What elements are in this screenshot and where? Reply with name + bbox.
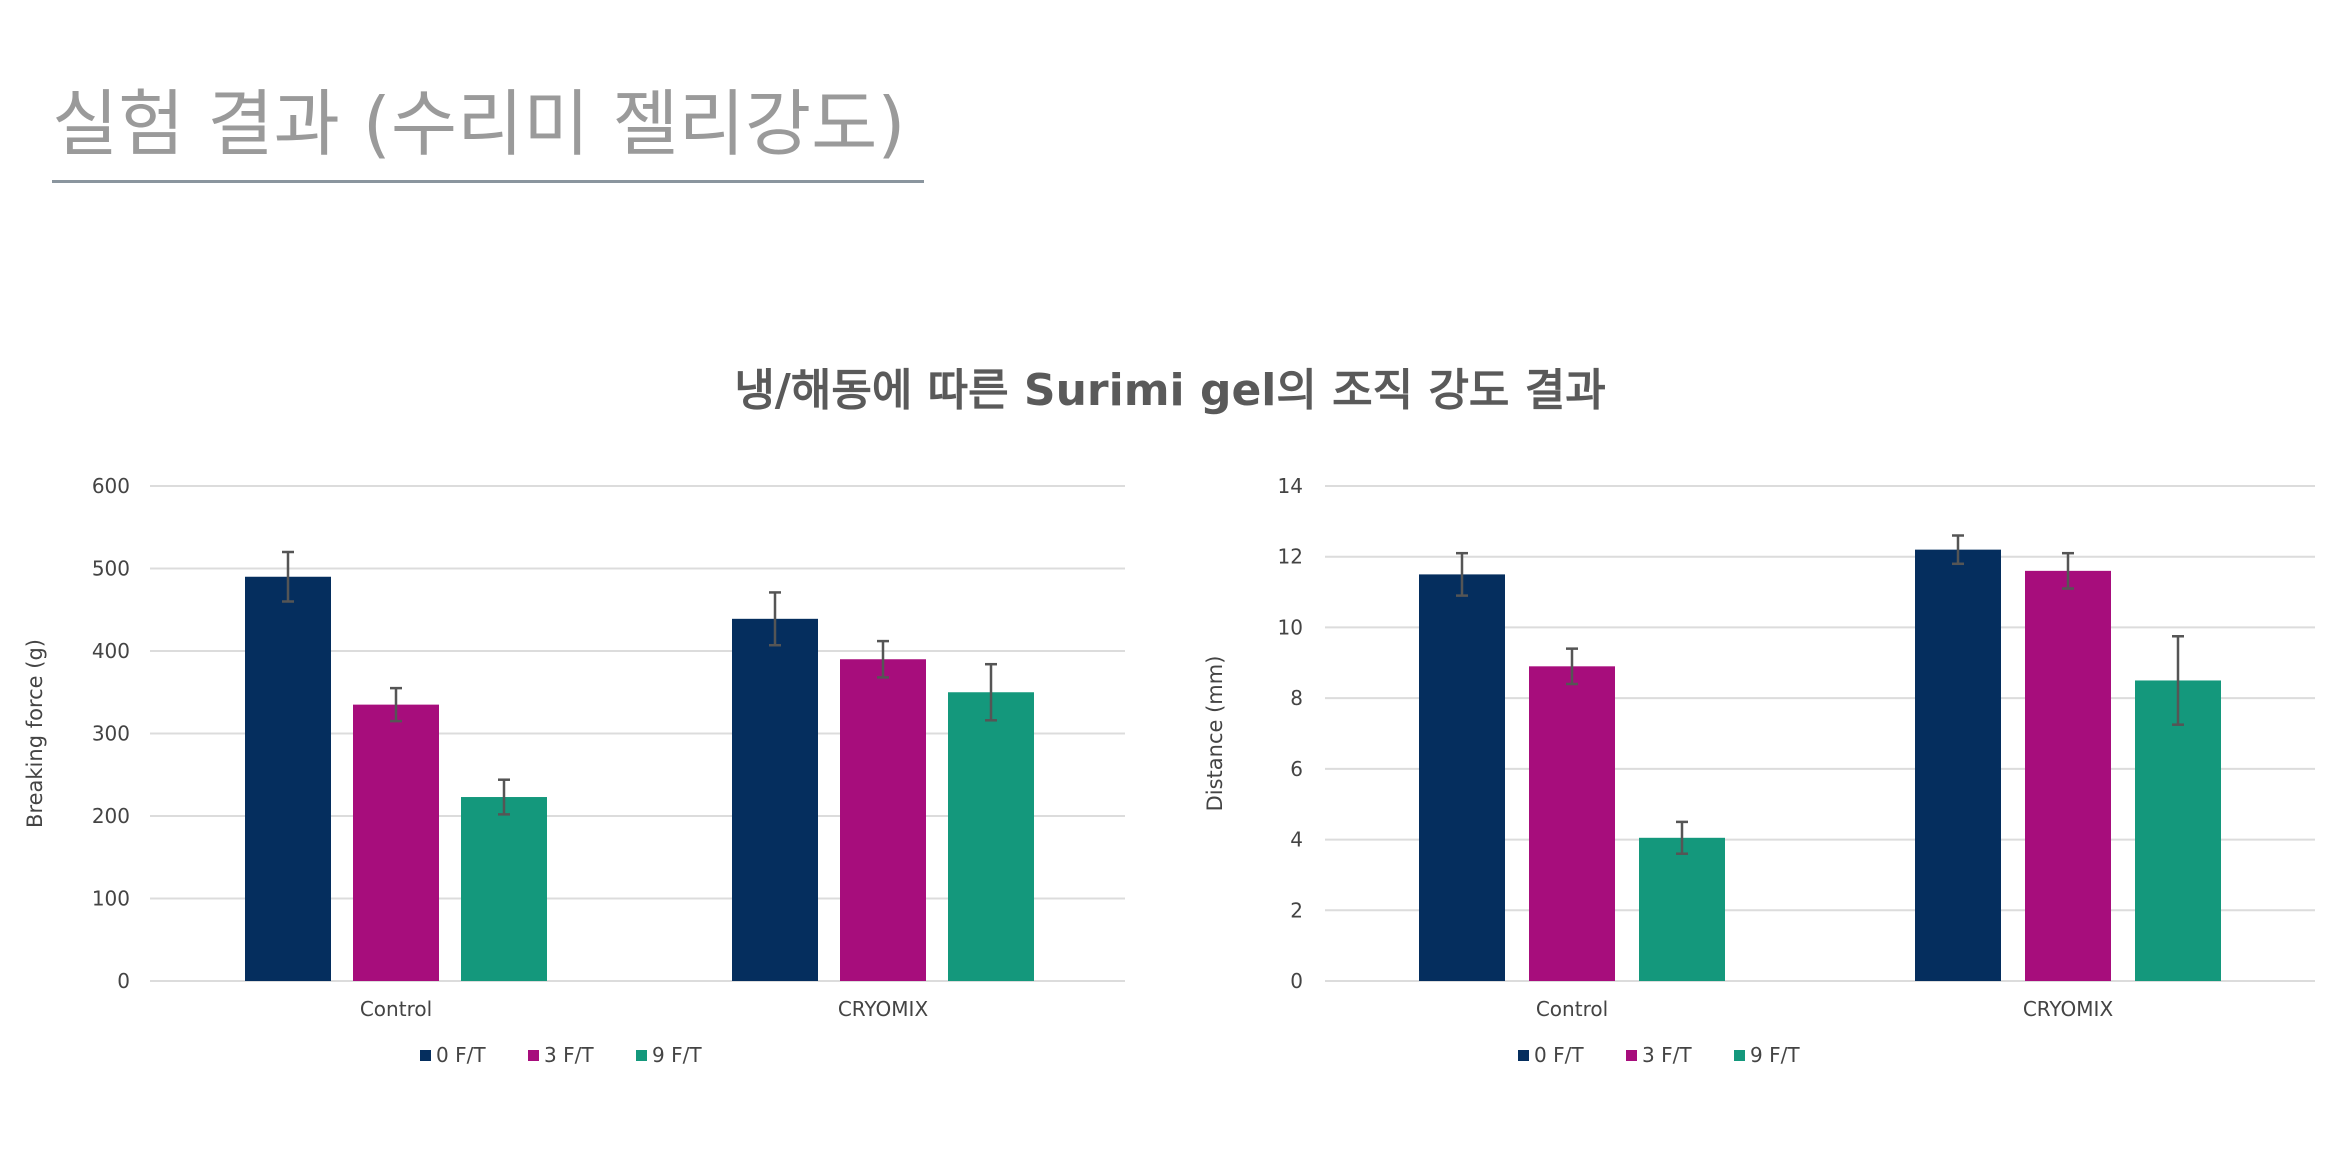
legend-label: 9 F/T xyxy=(1750,1043,1800,1067)
chart-heading: 냉/해동에 따른 Surimi gel의 조직 강도 결과 xyxy=(734,365,1606,416)
bar xyxy=(732,618,818,981)
y-tick-label: 6 xyxy=(1290,757,1303,781)
y-tick-label: 200 xyxy=(92,804,130,828)
page-title: 실험 결과 (수리미 젤리강도) xyxy=(52,82,906,166)
bar xyxy=(2025,570,2111,981)
legend-label: 3 F/T xyxy=(1642,1043,1692,1067)
x-category-label: CRYOMIX xyxy=(838,997,929,1021)
y-axis-label: Breaking force (g) xyxy=(23,639,47,828)
y-tick-label: 14 xyxy=(1278,474,1303,498)
y-tick-label: 0 xyxy=(1290,969,1303,993)
y-tick-label: 600 xyxy=(92,474,130,498)
y-tick-label: 8 xyxy=(1290,686,1303,710)
legend-swatch xyxy=(528,1050,539,1061)
bar xyxy=(1529,666,1615,981)
y-tick-label: 300 xyxy=(92,722,130,746)
bar xyxy=(1915,549,2001,981)
bar xyxy=(840,659,926,981)
bar xyxy=(948,692,1034,981)
legend-swatch xyxy=(420,1050,431,1061)
bar xyxy=(353,704,439,981)
legend-swatch xyxy=(1626,1050,1637,1061)
x-category-label: CRYOMIX xyxy=(2023,997,2114,1021)
y-tick-label: 10 xyxy=(1278,615,1303,639)
x-category-label: Control xyxy=(1536,997,1608,1021)
legend-label: 0 F/T xyxy=(1534,1043,1584,1067)
y-tick-label: 400 xyxy=(92,639,130,663)
breaking-force-chart: 0 100 200 300 400 500 600 Breaking force (g) Con… xyxy=(23,474,1125,1067)
legend-swatch xyxy=(1518,1050,1529,1061)
legend-swatch xyxy=(636,1050,647,1061)
y-axis-label: Distance (mm) xyxy=(1203,656,1227,812)
bar xyxy=(2135,680,2221,981)
y-tick-label: 0 xyxy=(117,969,130,993)
bar xyxy=(461,797,547,981)
legend-label: 0 F/T xyxy=(436,1043,486,1067)
distance-chart: 0 2 4 6 8 10 12 14 Distance (mm) Control CRYOMIX 0 … xyxy=(1203,474,2315,1067)
bar xyxy=(1419,574,1505,981)
y-tick-label: 100 xyxy=(92,887,130,911)
legend-label: 9 F/T xyxy=(652,1043,702,1067)
y-tick-label: 500 xyxy=(92,557,130,581)
legend-swatch xyxy=(1734,1050,1745,1061)
title-underline xyxy=(52,180,924,183)
y-tick-label: 4 xyxy=(1290,828,1303,852)
bar xyxy=(1639,837,1725,981)
x-category-label: Control xyxy=(360,997,432,1021)
legend-label: 3 F/T xyxy=(544,1043,594,1067)
bar xyxy=(245,576,331,981)
y-tick-label: 12 xyxy=(1278,545,1303,569)
y-tick-label: 2 xyxy=(1290,898,1303,922)
